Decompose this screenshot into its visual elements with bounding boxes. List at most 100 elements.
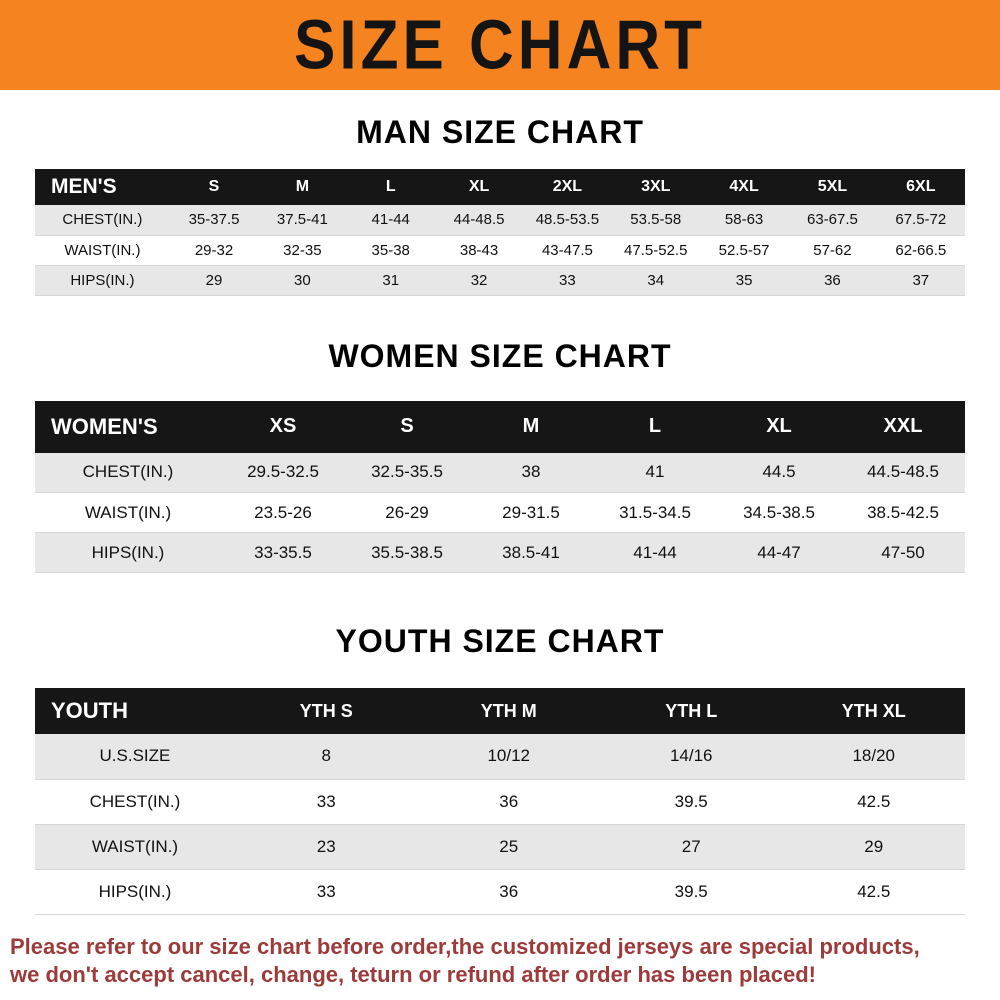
table-header-row: WOMEN'S XS S M L XL XXL — [35, 400, 965, 453]
column-header: YTH XL — [782, 688, 965, 734]
size-cell: 37 — [912, 271, 930, 289]
table-row: HIPS(IN.) 29 30 31 32 33 34 35 36 37 — [35, 265, 965, 295]
table-row: WAIST(IN.) 23.5-26 26-29 29-31.5 31.5-34.5 34… — [35, 492, 965, 533]
size-cell: 23 — [316, 836, 336, 856]
size-cell: 31.5-34.5 — [619, 502, 691, 522]
row-label: CHEST(IN.) — [82, 462, 174, 482]
youth-size-section: YOUTH SIZE CHART YOUTH YTH S YTH M YTH L YTH … — [0, 623, 1000, 915]
women-size-table: WOMEN'S XS S M L XL XXL CHEST(IN.) 29.5-32.5 32.5… — [35, 400, 965, 574]
size-cell: 42.5 — [857, 881, 891, 901]
size-cell: 29-31.5 — [502, 502, 560, 522]
size-cell: 29 — [205, 271, 223, 289]
column-header: YTH M — [417, 688, 600, 734]
size-cell: 62-66.5 — [895, 241, 947, 259]
column-header: L — [593, 400, 717, 453]
women-size-section: WOMEN SIZE CHART WOMEN'S XS S M L XL XXL CHEST(I… — [0, 338, 1000, 574]
size-cell: 42.5 — [857, 791, 891, 811]
size-cell: 39.5 — [674, 881, 708, 901]
size-cell: 32.5-35.5 — [371, 462, 443, 482]
row-label: HIPS(IN.) — [98, 881, 172, 901]
size-cell: 10/12 — [487, 746, 530, 766]
table-row: U.S.SIZE 8 10/12 14/16 18/20 — [35, 734, 965, 779]
column-header: S — [345, 400, 469, 453]
size-cell: 36 — [499, 791, 519, 811]
footer-note: Please refer to our size chart before or… — [0, 933, 1000, 990]
size-cell: 36 — [824, 271, 841, 289]
size-cell: 38 — [521, 462, 541, 482]
size-cell: 35.5-38.5 — [371, 542, 443, 562]
row-label: WAIST(IN.) — [91, 836, 179, 856]
table-title-cell: WOMEN'S — [35, 400, 221, 453]
table-row: CHEST(IN.) 29.5-32.5 32.5-35.5 38 41 44.5 44.5… — [35, 452, 965, 493]
size-cell: 34.5-38.5 — [743, 502, 815, 522]
table-row: CHEST(IN.) 33 36 39.5 42.5 — [35, 779, 965, 824]
size-cell: 23.5-26 — [254, 502, 312, 522]
page-title: SIZE CHART — [294, 6, 706, 84]
column-header: YTH L — [599, 688, 783, 734]
row-label: CHEST(IN.) — [62, 211, 143, 229]
size-cell: 48.5-53.5 — [535, 211, 600, 229]
table-row: CHEST(IN.) 35-37.5 37.5-41 41-44 44-48.5 48.5… — [35, 205, 965, 235]
size-cell: 35-37.5 — [188, 211, 240, 229]
row-label: CHEST(IN.) — [89, 791, 181, 811]
footer-line-1: Please refer to our size chart before or… — [10, 933, 920, 959]
column-header: YTH S — [234, 688, 418, 734]
men-section-heading: MAN SIZE CHART — [356, 114, 644, 150]
size-cell: 52.5-57 — [718, 241, 770, 259]
men-size-table: MEN'S S M L XL 2XL 3XL 4XL 5XL 6XL CHEST(IN.) 35-37… — [35, 169, 965, 296]
size-cell: 38-43 — [459, 241, 499, 259]
size-cell: 58-63 — [724, 211, 764, 229]
column-header: 3XL — [611, 169, 700, 205]
footer-line-2: we don't accept cancel, change, teturn o… — [10, 962, 816, 988]
size-cell: 8 — [321, 746, 331, 766]
table-row: HIPS(IN.) 33-35.5 35.5-38.5 38.5-41 41-44 44-… — [35, 532, 965, 573]
size-cell: 37.5-41 — [276, 211, 328, 229]
size-cell: 26-29 — [385, 502, 429, 522]
size-cell: 29.5-32.5 — [247, 462, 319, 482]
size-cell: 25 — [499, 836, 519, 856]
size-cell: 33 — [316, 791, 336, 811]
size-cell: 33 — [559, 271, 576, 289]
size-cell: 33 — [316, 881, 336, 901]
row-label: U.S.SIZE — [99, 746, 171, 766]
youth-section-heading: YOUTH SIZE CHART — [335, 623, 665, 659]
column-header: 4XL — [699, 169, 789, 205]
size-cell: 35 — [735, 271, 753, 289]
table-title-cell: MEN'S — [35, 169, 170, 205]
size-cell: 32-35 — [283, 241, 322, 259]
table-row: WAIST(IN.) 23 25 27 29 — [35, 824, 965, 869]
size-cell: 53.5-58 — [630, 211, 682, 229]
column-header: 6XL — [876, 169, 965, 205]
column-header: M — [469, 400, 593, 453]
banner: SIZE CHART — [0, 0, 1000, 90]
size-cell: 27 — [681, 836, 701, 856]
size-cell: 63-67.5 — [806, 211, 858, 229]
size-cell: 67.5-72 — [895, 211, 947, 229]
column-header: XL — [717, 400, 841, 453]
row-label: HIPS(IN.) — [91, 542, 165, 562]
size-cell: 44.5 — [762, 462, 796, 482]
table-row: WAIST(IN.) 29-32 32-35 35-38 38-43 43-47.5 47.… — [35, 235, 965, 265]
size-cell: 41-44 — [633, 542, 677, 562]
size-cell: 38.5-42.5 — [867, 502, 939, 522]
column-header: XS — [221, 400, 345, 453]
size-cell: 38.5-41 — [502, 542, 560, 562]
size-cell: 18/20 — [852, 746, 896, 766]
youth-size-table: YOUTH YTH S YTH M YTH L YTH XL U.S.SIZE 8 10/12… — [35, 688, 965, 915]
size-cell: 39.5 — [674, 791, 708, 811]
row-label: WAIST(IN.) — [64, 241, 141, 259]
column-header: M — [258, 169, 347, 205]
table-header-row: MEN'S S M L XL 2XL 3XL 4XL 5XL 6XL — [35, 169, 965, 205]
table-header-row: YOUTH YTH S YTH M YTH L YTH XL — [35, 688, 965, 734]
women-section-heading: WOMEN SIZE CHART — [328, 337, 672, 374]
size-cell: 41-44 — [371, 211, 410, 229]
row-label: WAIST(IN.) — [84, 502, 172, 522]
size-cell: 30 — [294, 271, 311, 289]
column-header: 5XL — [788, 169, 877, 205]
column-header: L — [346, 169, 435, 205]
men-size-section: MAN SIZE CHART MEN'S S M L XL 2XL 3XL 4XL 5XL 6XL C… — [0, 114, 1000, 296]
sections-container: MAN SIZE CHART MEN'S S M L XL 2XL 3XL 4XL 5XL 6XL C… — [0, 114, 1000, 915]
size-cell: 47-50 — [881, 542, 925, 562]
size-cell: 32 — [470, 271, 488, 289]
